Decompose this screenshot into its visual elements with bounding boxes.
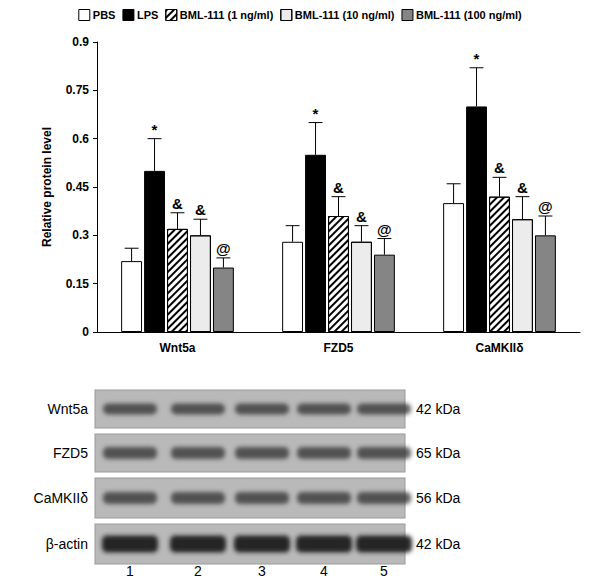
svg-text:BML-111 (100 ng/ml): BML-111 (100 ng/ml)	[416, 9, 522, 21]
svg-text:0.15: 0.15	[66, 277, 90, 291]
svg-text:FZD5: FZD5	[53, 445, 88, 461]
svg-text:0.3: 0.3	[72, 228, 89, 242]
svg-text:&: &	[356, 208, 367, 225]
svg-text:&: &	[517, 179, 528, 196]
svg-text:BML-111 (1 ng/ml): BML-111 (1 ng/ml)	[180, 9, 274, 21]
svg-text:&: &	[333, 179, 344, 196]
svg-text:CaMKIIδ: CaMKIIδ	[476, 341, 524, 355]
svg-text:CaMKIIδ: CaMKIIδ	[34, 490, 89, 506]
svg-text:4: 4	[320, 563, 328, 579]
svg-text:0.9: 0.9	[72, 35, 89, 49]
svg-text:*: *	[313, 105, 319, 122]
svg-text:@: @	[216, 240, 231, 257]
svg-text:0: 0	[82, 325, 89, 339]
svg-text:42 kDa: 42 kDa	[416, 401, 461, 417]
svg-text:LPS: LPS	[137, 9, 158, 21]
svg-text:BML-111 (10 ng/ml): BML-111 (10 ng/ml)	[295, 9, 395, 21]
svg-text:56 kDa: 56 kDa	[416, 490, 461, 506]
svg-text:42 kDa: 42 kDa	[416, 536, 461, 552]
svg-text:Wnt5a: Wnt5a	[48, 401, 89, 417]
svg-text:2: 2	[194, 563, 202, 579]
svg-text:0.75: 0.75	[66, 83, 90, 97]
svg-text:*: *	[152, 121, 158, 138]
svg-text:0.6: 0.6	[72, 132, 89, 146]
svg-text:@: @	[538, 198, 553, 215]
svg-text:β-actin: β-actin	[46, 536, 88, 552]
svg-text:Wnt5a: Wnt5a	[160, 341, 196, 355]
svg-text:1: 1	[126, 563, 134, 579]
svg-text:*: *	[474, 50, 480, 67]
svg-text:PBS: PBS	[93, 9, 116, 21]
svg-text:@: @	[377, 221, 392, 238]
svg-text:&: &	[195, 201, 206, 218]
svg-text:5: 5	[380, 563, 388, 579]
svg-text:&: &	[494, 159, 505, 176]
svg-text:0.45: 0.45	[66, 180, 90, 194]
svg-text:&: &	[172, 195, 183, 212]
svg-text:FZD5: FZD5	[324, 341, 354, 355]
svg-text:Relative protein level: Relative protein level	[40, 127, 54, 247]
svg-text:65 kDa: 65 kDa	[416, 445, 461, 461]
svg-text:3: 3	[258, 563, 266, 579]
